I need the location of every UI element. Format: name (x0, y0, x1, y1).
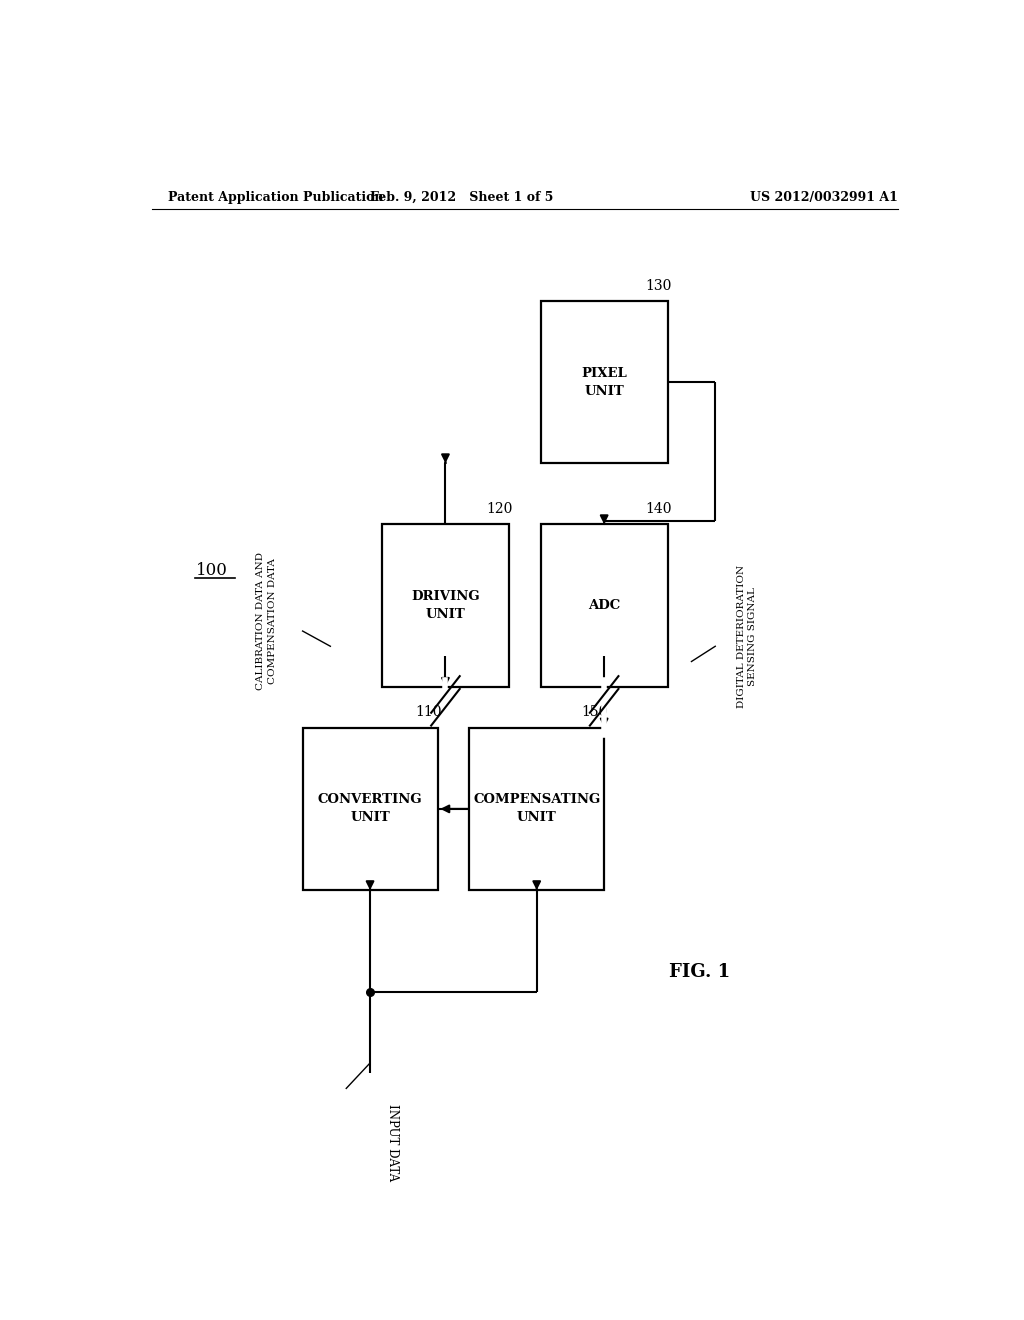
Text: PIXEL
UNIT: PIXEL UNIT (582, 367, 627, 397)
Text: 150: 150 (582, 705, 608, 719)
Text: INPUT DATA: INPUT DATA (386, 1104, 399, 1181)
Text: ADC: ADC (588, 599, 621, 612)
Text: 130: 130 (645, 279, 672, 293)
Text: 140: 140 (645, 502, 672, 516)
Bar (469, 727, 604, 890)
Text: Patent Application Publication: Patent Application Publication (168, 190, 383, 203)
Bar (541, 301, 668, 463)
Text: COMPENSATING
UNIT: COMPENSATING UNIT (473, 793, 600, 825)
Text: CONVERTING
UNIT: CONVERTING UNIT (317, 793, 422, 825)
Bar (303, 727, 437, 890)
Text: 120: 120 (486, 502, 513, 516)
Bar (382, 524, 509, 686)
Text: US 2012/0032991 A1: US 2012/0032991 A1 (750, 190, 898, 203)
Text: FIG. 1: FIG. 1 (669, 962, 730, 981)
Text: DRIVING
UNIT: DRIVING UNIT (411, 590, 480, 622)
Text: 110: 110 (415, 705, 441, 719)
Text: Feb. 9, 2012   Sheet 1 of 5: Feb. 9, 2012 Sheet 1 of 5 (370, 190, 553, 203)
Text: CALIBRATION DATA AND
COMPENSATION DATA: CALIBRATION DATA AND COMPENSATION DATA (256, 552, 278, 690)
Text: 100: 100 (196, 561, 227, 578)
Bar (541, 524, 668, 686)
Text: DIGITAL DETERIORATION
SENSING SIGNAL: DIGITAL DETERIORATION SENSING SIGNAL (736, 565, 758, 708)
